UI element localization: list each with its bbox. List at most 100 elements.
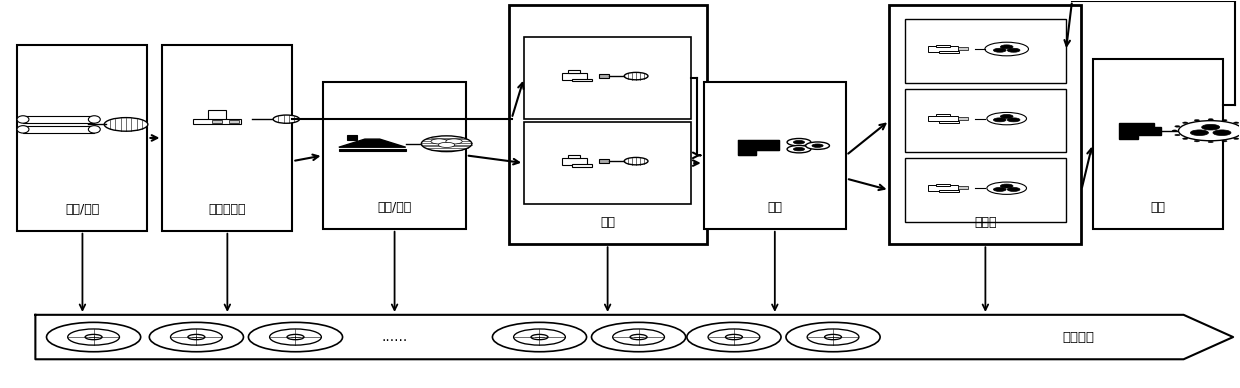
- Polygon shape: [339, 139, 405, 147]
- Text: 线缆产品: 线缆产品: [1063, 331, 1094, 343]
- Circle shape: [987, 113, 1027, 125]
- Bar: [940, 191, 959, 192]
- Circle shape: [273, 115, 300, 123]
- Bar: [339, 149, 405, 151]
- Circle shape: [248, 322, 342, 352]
- Bar: [562, 73, 587, 80]
- Circle shape: [1174, 126, 1180, 127]
- Circle shape: [1183, 122, 1188, 123]
- Bar: [940, 51, 959, 53]
- Text: ......: ......: [382, 330, 408, 344]
- Text: 挤护套: 挤护套: [975, 217, 997, 229]
- Circle shape: [1001, 114, 1013, 118]
- Circle shape: [1007, 187, 1021, 191]
- Circle shape: [687, 322, 781, 352]
- Circle shape: [1213, 130, 1231, 135]
- Ellipse shape: [88, 126, 100, 133]
- Circle shape: [432, 139, 448, 144]
- Polygon shape: [738, 140, 779, 155]
- Circle shape: [787, 146, 811, 153]
- Ellipse shape: [17, 126, 29, 133]
- Circle shape: [1178, 121, 1240, 141]
- Circle shape: [492, 322, 587, 352]
- Bar: [959, 117, 968, 120]
- Bar: [1092, 59, 1223, 229]
- Circle shape: [985, 42, 1028, 56]
- Circle shape: [1221, 120, 1228, 121]
- Text: 镖装: 镖装: [1149, 201, 1166, 214]
- Circle shape: [1202, 125, 1220, 130]
- Circle shape: [1194, 120, 1199, 121]
- Text: 拉丝、退火: 拉丝、退火: [208, 203, 246, 216]
- Polygon shape: [36, 315, 1233, 359]
- Ellipse shape: [17, 116, 29, 123]
- Bar: [562, 158, 587, 165]
- Bar: [525, 37, 691, 119]
- Circle shape: [446, 139, 463, 144]
- Bar: [525, 123, 691, 204]
- Bar: [508, 5, 707, 244]
- Circle shape: [47, 322, 140, 352]
- Circle shape: [787, 139, 811, 146]
- Circle shape: [812, 144, 823, 147]
- Bar: [905, 88, 1066, 152]
- Bar: [940, 121, 959, 123]
- Bar: [889, 5, 1081, 244]
- Circle shape: [1234, 138, 1239, 139]
- Bar: [572, 164, 591, 166]
- Bar: [572, 79, 591, 81]
- Bar: [929, 116, 959, 121]
- Circle shape: [786, 322, 880, 352]
- Circle shape: [1208, 119, 1213, 120]
- Bar: [936, 114, 950, 116]
- Bar: [17, 45, 148, 231]
- Circle shape: [624, 158, 649, 165]
- Bar: [568, 155, 580, 158]
- Text: 束丝/绞线: 束丝/绞线: [377, 201, 412, 214]
- Bar: [905, 158, 1066, 222]
- Circle shape: [1172, 130, 1177, 132]
- Circle shape: [993, 187, 1006, 191]
- Circle shape: [1183, 138, 1188, 139]
- Bar: [208, 110, 226, 123]
- Bar: [936, 184, 950, 186]
- Bar: [212, 120, 222, 123]
- Bar: [959, 47, 968, 50]
- Text: 挤塑: 挤塑: [600, 217, 615, 229]
- Circle shape: [439, 142, 455, 147]
- Bar: [599, 74, 609, 78]
- Circle shape: [1007, 118, 1021, 122]
- Bar: [324, 82, 466, 229]
- Text: 铜棒/铝棒: 铜棒/铝棒: [66, 203, 99, 216]
- Bar: [703, 82, 846, 229]
- Circle shape: [794, 147, 805, 151]
- Polygon shape: [1118, 123, 1161, 139]
- Bar: [347, 135, 357, 140]
- Bar: [929, 185, 959, 191]
- Ellipse shape: [88, 116, 100, 123]
- Circle shape: [1221, 140, 1228, 142]
- Circle shape: [806, 142, 830, 149]
- Bar: [162, 45, 293, 231]
- Bar: [568, 70, 580, 73]
- Circle shape: [1001, 184, 1013, 188]
- Bar: [192, 120, 242, 124]
- Circle shape: [1001, 45, 1013, 49]
- Circle shape: [987, 182, 1027, 194]
- Bar: [24, 126, 94, 133]
- Circle shape: [993, 48, 1006, 52]
- Circle shape: [1007, 48, 1021, 52]
- Circle shape: [1208, 141, 1213, 143]
- Bar: [24, 116, 94, 123]
- Circle shape: [1234, 122, 1239, 123]
- Bar: [229, 120, 239, 123]
- Circle shape: [591, 322, 686, 352]
- Bar: [936, 45, 950, 47]
- Circle shape: [794, 140, 805, 144]
- Circle shape: [104, 118, 148, 131]
- Bar: [959, 186, 968, 189]
- Bar: [929, 46, 959, 52]
- Circle shape: [422, 136, 472, 152]
- Circle shape: [1194, 140, 1199, 142]
- Bar: [599, 159, 609, 163]
